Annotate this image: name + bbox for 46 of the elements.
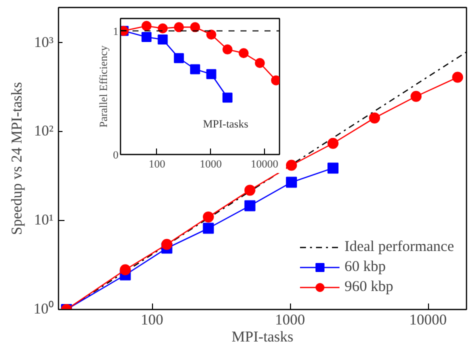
x-axis-title: MPI-tasks: [232, 330, 294, 346]
point: [254, 58, 265, 68]
y-axis-title: Speedup vs 24 MPI-tasks: [10, 82, 26, 235]
point: [327, 162, 338, 174]
legend-label: 60 kbp: [344, 258, 386, 276]
point: [174, 22, 184, 32]
point: [238, 48, 249, 58]
y-tick-label: 10¹: [34, 212, 54, 229]
y-tick-label: 10⁰: [34, 300, 54, 318]
y-tick-label: 1: [113, 26, 118, 38]
point: [222, 92, 232, 103]
y-tick-label: 10³: [34, 34, 54, 51]
point: [158, 23, 168, 34]
point: [206, 69, 216, 80]
point: [174, 53, 184, 64]
y-tick-label: 10²: [34, 124, 54, 140]
point: [142, 20, 152, 31]
point: [452, 72, 464, 83]
point: [327, 138, 338, 149]
point: [222, 44, 232, 54]
point: [158, 34, 168, 45]
point: [202, 222, 214, 234]
legend-label: 960 kbp: [344, 278, 394, 296]
x-tick-label: 10000: [409, 312, 447, 328]
point: [161, 238, 172, 250]
legend-label: Ideal performance: [344, 238, 454, 256]
point: [369, 112, 380, 124]
x-tick-label: 1000: [200, 158, 222, 170]
y-axis-title: Parallel Efficiency: [98, 45, 110, 128]
point: [410, 90, 422, 102]
point: [142, 32, 152, 42]
point: [286, 176, 297, 188]
point: [244, 184, 256, 196]
point: [286, 160, 297, 171]
x-tick-label: 100: [148, 158, 166, 170]
point: [120, 264, 131, 276]
x-tick-label: 100: [140, 312, 164, 328]
x-axis-title: MPI-tasks: [203, 118, 248, 130]
x-tick-label: 1000: [275, 312, 306, 328]
point: [244, 200, 256, 212]
point: [202, 211, 214, 222]
x-tick-label: 10000: [250, 158, 279, 170]
point: [206, 30, 216, 40]
point: [190, 22, 200, 32]
y-tick-label: 0: [113, 150, 119, 162]
point: [190, 64, 200, 74]
